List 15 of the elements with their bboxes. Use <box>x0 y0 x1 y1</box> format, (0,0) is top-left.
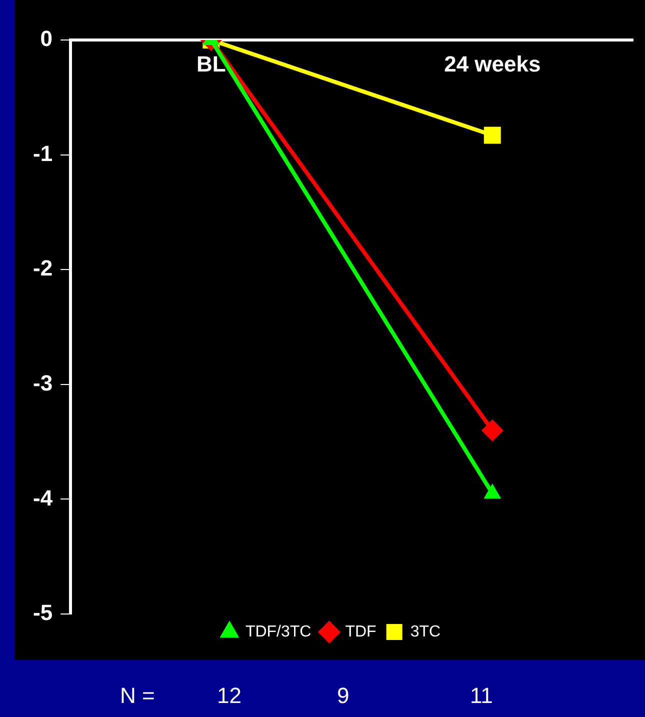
y-tick-label: -3 <box>33 370 53 396</box>
text: 12 <box>217 683 242 709</box>
legend-label: 3TC <box>410 623 441 640</box>
y-tick-label: -2 <box>33 256 53 281</box>
legend-label: TDF <box>345 623 377 640</box>
x-tick-label: BL <box>196 51 226 76</box>
text: 9 <box>337 683 350 709</box>
y-tick-label: -5 <box>33 600 53 626</box>
legend-label: TDF/3TC <box>245 623 312 640</box>
y-tick-label: -1 <box>33 140 53 166</box>
text: 11 <box>470 683 493 709</box>
y-tick-label: -4 <box>33 485 54 510</box>
x-tick-label: 24 weeks <box>444 51 541 76</box>
y-tick-label: 0 <box>40 26 53 52</box>
text: N = <box>120 683 155 709</box>
